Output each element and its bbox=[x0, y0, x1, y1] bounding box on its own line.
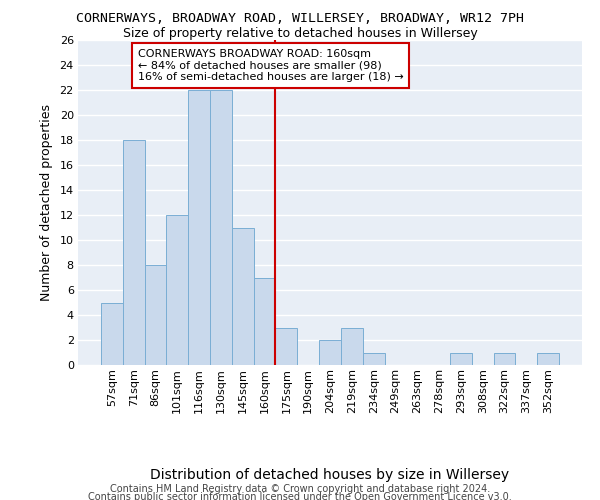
Text: Contains HM Land Registry data © Crown copyright and database right 2024.: Contains HM Land Registry data © Crown c… bbox=[110, 484, 490, 494]
Bar bbox=[319, 340, 341, 365]
Bar bbox=[450, 352, 472, 365]
Bar bbox=[101, 302, 123, 365]
X-axis label: Distribution of detached houses by size in Willersey: Distribution of detached houses by size … bbox=[151, 468, 509, 482]
Bar bbox=[363, 352, 385, 365]
Text: CORNERWAYS, BROADWAY ROAD, WILLERSEY, BROADWAY, WR12 7PH: CORNERWAYS, BROADWAY ROAD, WILLERSEY, BR… bbox=[76, 12, 524, 26]
Text: Size of property relative to detached houses in Willersey: Size of property relative to detached ho… bbox=[122, 28, 478, 40]
Bar bbox=[494, 352, 515, 365]
Y-axis label: Number of detached properties: Number of detached properties bbox=[40, 104, 53, 301]
Bar bbox=[254, 278, 275, 365]
Bar bbox=[166, 215, 188, 365]
Bar bbox=[537, 352, 559, 365]
Text: Contains public sector information licensed under the Open Government Licence v3: Contains public sector information licen… bbox=[88, 492, 512, 500]
Text: CORNERWAYS BROADWAY ROAD: 160sqm
← 84% of detached houses are smaller (98)
16% o: CORNERWAYS BROADWAY ROAD: 160sqm ← 84% o… bbox=[138, 49, 404, 82]
Bar bbox=[210, 90, 232, 365]
Bar bbox=[232, 228, 254, 365]
Bar bbox=[145, 265, 166, 365]
Bar bbox=[275, 328, 297, 365]
Bar bbox=[341, 328, 363, 365]
Bar bbox=[123, 140, 145, 365]
Bar bbox=[188, 90, 210, 365]
